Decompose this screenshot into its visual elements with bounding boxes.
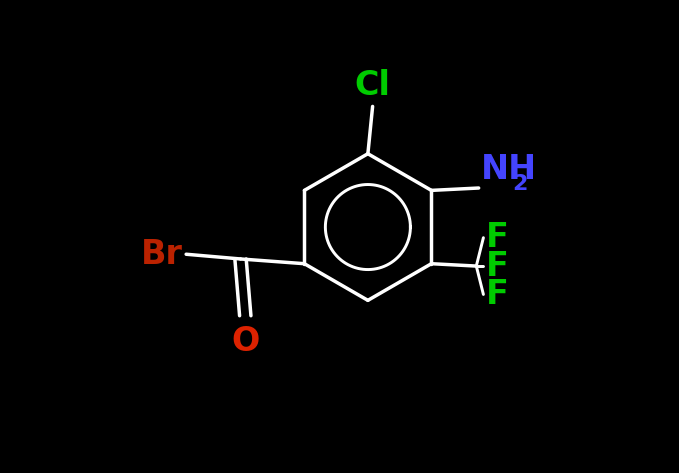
Text: F: F [485,278,509,311]
Text: 2: 2 [512,174,528,194]
Text: F: F [485,250,509,282]
Text: O: O [231,325,259,358]
Text: Cl: Cl [354,69,390,102]
Text: Br: Br [141,238,183,271]
Text: F: F [485,221,509,254]
Text: NH: NH [481,153,537,185]
